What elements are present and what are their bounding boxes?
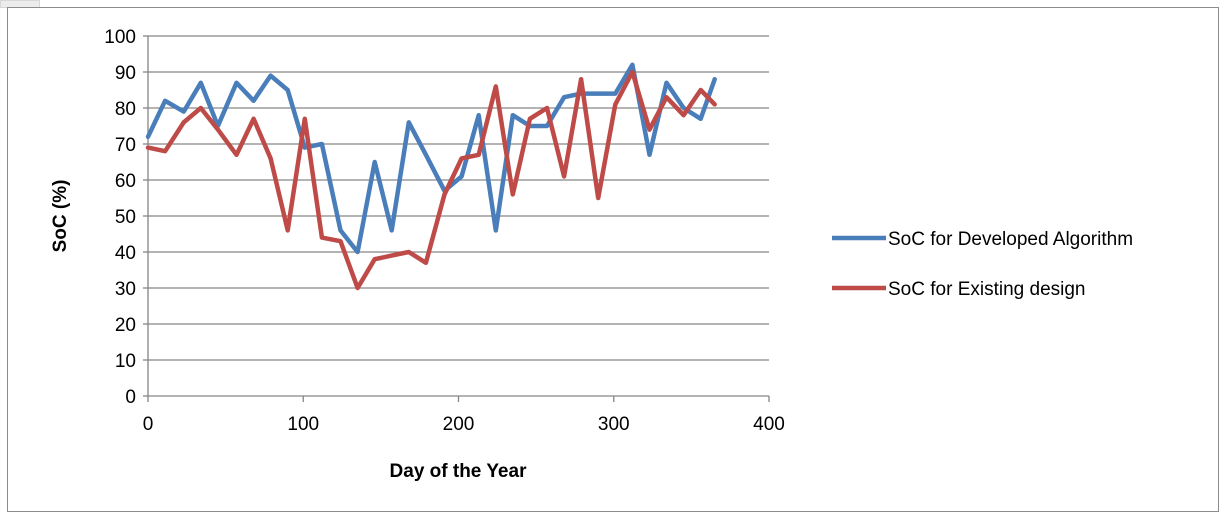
legend: SoC for Developed Algorithm SoC for Exist… bbox=[832, 229, 1133, 300]
y-tick-label: 0 bbox=[125, 387, 136, 408]
y-tick-label: 70 bbox=[115, 135, 136, 156]
x-tick-label: 300 bbox=[598, 414, 630, 435]
y-tick-label: 100 bbox=[104, 27, 136, 48]
x-axis-title: Day of the Year bbox=[390, 461, 528, 482]
y-axis-title: SoC (%) bbox=[50, 180, 71, 253]
y-tick-label: 60 bbox=[115, 171, 136, 192]
x-tick-label: 400 bbox=[753, 414, 785, 435]
x-tick-labels: 0 100 200 300 400 bbox=[143, 414, 785, 435]
series-line-1 bbox=[145, 62, 717, 255]
legend-label-1: SoC for Developed Algorithm bbox=[888, 229, 1133, 250]
y-tick-label: 20 bbox=[115, 315, 136, 336]
y-tick-label: 50 bbox=[115, 207, 136, 228]
y-tick-label: 90 bbox=[115, 63, 136, 84]
series-lines bbox=[145, 62, 717, 291]
y-tick-label: 10 bbox=[115, 351, 136, 372]
y-tick-label: 80 bbox=[115, 99, 136, 120]
x-tick-label: 200 bbox=[443, 414, 475, 435]
y-tick-label: 30 bbox=[115, 279, 136, 300]
x-tick-label: 100 bbox=[287, 414, 319, 435]
y-tick-label: 40 bbox=[115, 243, 136, 264]
legend-label-2: SoC for Existing design bbox=[888, 279, 1086, 300]
y-tick-labels: 0 10 20 30 40 50 60 70 80 90 100 bbox=[104, 27, 136, 408]
gridlines bbox=[143, 35, 769, 397]
series-line-2 bbox=[145, 69, 717, 291]
axes bbox=[147, 36, 770, 402]
chart-frame bbox=[7, 7, 1219, 512]
x-tick-label: 0 bbox=[143, 414, 154, 435]
